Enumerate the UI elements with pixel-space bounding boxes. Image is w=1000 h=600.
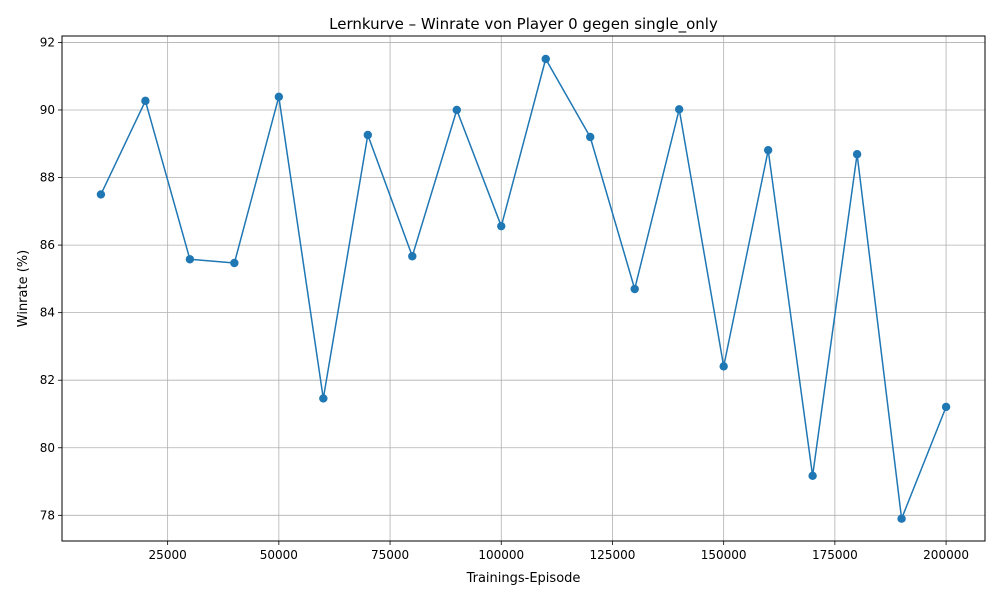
data-point bbox=[96, 190, 106, 199]
x-axis-title: Trainings-Episode bbox=[466, 571, 581, 586]
data-point bbox=[763, 145, 773, 155]
y-axis-title: Winrate (%) bbox=[16, 250, 31, 327]
data-point bbox=[674, 105, 684, 114]
x-tick-label: 150000 bbox=[701, 548, 747, 562]
data-point bbox=[586, 132, 595, 142]
data-point bbox=[941, 402, 951, 412]
data-point bbox=[452, 105, 461, 115]
data-point bbox=[630, 284, 639, 294]
data-point bbox=[185, 255, 195, 264]
chart-title: Lernkurve – Winrate von Player 0 gegen s… bbox=[329, 15, 718, 34]
data-point bbox=[274, 92, 284, 102]
x-tick-label: 175000 bbox=[812, 548, 858, 562]
y-tick-label: 86 bbox=[40, 238, 55, 252]
x-tick-label: 125000 bbox=[590, 548, 636, 562]
x-tick-label: 75000 bbox=[371, 548, 409, 562]
data-point bbox=[852, 150, 862, 159]
data-point bbox=[408, 252, 417, 261]
axis-ticks: 25000 50000 75000 100000 125000 150000 175000 2… bbox=[40, 35, 969, 562]
data-point bbox=[719, 362, 728, 371]
grid-lines bbox=[62, 36, 985, 541]
plot-frame bbox=[61, 35, 986, 542]
y-tick-label: 92 bbox=[40, 35, 55, 49]
data-point bbox=[230, 258, 239, 268]
data-point bbox=[363, 130, 373, 140]
y-tick-label: 84 bbox=[40, 306, 55, 320]
y-tick-label: 78 bbox=[40, 508, 55, 522]
data-point bbox=[319, 394, 328, 403]
x-tick-label: 100000 bbox=[478, 548, 524, 562]
series-line bbox=[100, 58, 947, 520]
x-tick-label: 200000 bbox=[923, 548, 969, 562]
data-point bbox=[541, 54, 550, 64]
x-tick-label: 25000 bbox=[149, 548, 187, 562]
y-tick-label: 90 bbox=[40, 103, 55, 117]
data-point bbox=[141, 96, 150, 106]
data-point bbox=[808, 471, 817, 481]
y-tick-label: 82 bbox=[40, 373, 55, 387]
y-tick-label: 88 bbox=[40, 171, 55, 185]
x-tick-label: 50000 bbox=[260, 548, 298, 562]
data-point bbox=[497, 221, 506, 231]
series-layer bbox=[96, 54, 951, 523]
data-point bbox=[897, 514, 906, 523]
y-tick-label: 80 bbox=[40, 441, 55, 455]
